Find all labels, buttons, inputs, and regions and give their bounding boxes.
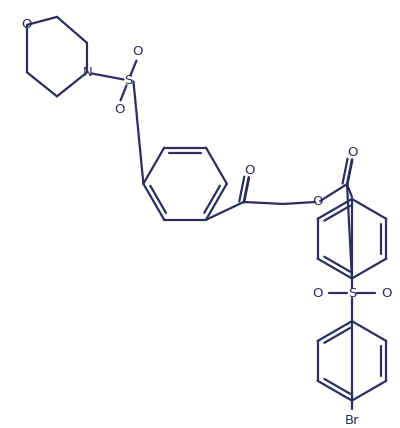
Text: N: N	[83, 66, 93, 79]
Text: S: S	[124, 74, 133, 87]
Text: O: O	[244, 163, 255, 177]
Text: O: O	[21, 18, 32, 31]
Text: O: O	[132, 45, 143, 58]
Text: O: O	[348, 146, 358, 159]
Text: S: S	[348, 287, 356, 300]
Text: Br: Br	[345, 414, 359, 427]
Text: O: O	[312, 196, 322, 208]
Text: O: O	[312, 287, 322, 300]
Text: O: O	[114, 103, 125, 116]
Text: O: O	[382, 287, 392, 300]
